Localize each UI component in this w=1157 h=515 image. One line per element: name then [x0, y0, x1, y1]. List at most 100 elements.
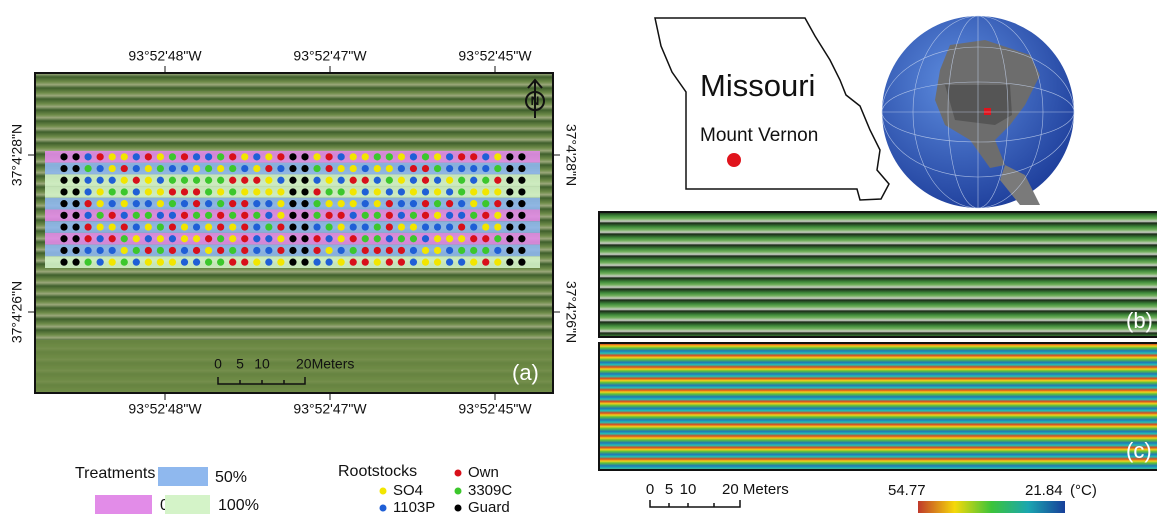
rootstock-dot — [265, 246, 273, 255]
rootstock-dot — [277, 164, 285, 173]
rootstock-dot — [289, 200, 297, 208]
rootstock-dot — [72, 235, 80, 243]
legend-title: Treatments — [75, 465, 155, 482]
rootstock-dot — [409, 188, 418, 196]
rootstock-dot — [409, 164, 418, 173]
rootstock-dot — [156, 223, 164, 231]
treatment-legend: 0%50%100% — [95, 467, 259, 514]
rootstock-dot — [385, 200, 393, 208]
rootstock-dot — [421, 246, 430, 255]
rootstock-dot — [421, 176, 430, 184]
rootstock-dot — [470, 188, 478, 196]
rootstock-dot — [84, 164, 92, 173]
rootstock-dot — [506, 223, 514, 231]
rootstock-dot — [458, 246, 466, 255]
rootstock-dot — [409, 211, 418, 219]
rootstock-dot — [373, 246, 381, 255]
rootstock-dot — [120, 246, 128, 255]
rootstock-dot — [349, 223, 357, 231]
rootstock-dot — [361, 246, 369, 255]
legend-label: 50% — [215, 469, 247, 486]
rootstock-dot — [397, 258, 405, 266]
rootstock-dot — [144, 211, 152, 219]
rootstock-dot — [108, 246, 116, 255]
rootstock-dot — [313, 153, 321, 161]
site-marker — [727, 153, 741, 167]
rootstock-dot — [217, 223, 225, 231]
rootstock-dot — [397, 176, 405, 184]
rootstock-dot — [385, 211, 393, 219]
rootstock-dot — [518, 258, 526, 266]
rootstock-dot — [217, 200, 225, 208]
latitude-label: 37°4'26"N — [9, 281, 25, 343]
rootstock-dot — [120, 188, 128, 196]
rootstock-dot — [144, 188, 152, 196]
rootstock-dot — [72, 176, 80, 184]
rootstock-dot — [108, 211, 116, 219]
rootstock-dot — [217, 176, 225, 184]
rootstock-dot — [156, 164, 164, 173]
rootstock-dot — [349, 153, 357, 161]
rootstock-dot — [156, 176, 164, 184]
scale-label: 5 — [236, 356, 244, 372]
legend-swatch — [158, 467, 208, 486]
rootstock-dot — [277, 188, 285, 196]
rootstock-dot — [96, 258, 104, 266]
longitude-label: 93°52'45"W — [458, 401, 532, 417]
scale-label: 5 — [665, 481, 673, 498]
site-name: Mount Vernon — [700, 125, 818, 146]
rootstock-dot — [373, 211, 381, 219]
rootstock-dot — [433, 153, 442, 161]
rootstock-dot — [168, 235, 177, 243]
north-label: N — [531, 94, 540, 108]
rootstock-dot — [409, 258, 418, 266]
rootstock-dot — [168, 200, 177, 208]
state-highlight — [984, 108, 991, 115]
rootstock-dot — [446, 246, 454, 255]
rootstock-dot — [337, 164, 345, 173]
rootstock-dot — [96, 200, 104, 208]
rootstock-dot — [482, 223, 490, 231]
rootstock-dot — [421, 200, 430, 208]
rootstock-dot — [325, 176, 333, 184]
thermal-image — [598, 342, 1157, 471]
rootstock-dot — [132, 211, 140, 219]
rootstock-dot — [409, 176, 418, 184]
rootstock-dot — [373, 223, 381, 231]
scale-bar — [217, 377, 306, 385]
rootstock-dot — [241, 223, 249, 231]
rootstock-dot — [72, 153, 80, 161]
rootstock-dot — [494, 246, 502, 255]
rootstock-dot — [205, 223, 213, 231]
rootstock-dot — [253, 188, 261, 196]
rootstock-dot — [168, 153, 177, 161]
rootstock-dot — [241, 246, 249, 255]
rootstock-dot — [180, 176, 189, 184]
rootstock-dot — [96, 223, 104, 231]
rootstock-dot — [409, 223, 418, 231]
rootstock-dot — [265, 200, 273, 208]
rootstock-dot — [217, 258, 225, 266]
rootstock-dot — [132, 223, 140, 231]
rootstock-dot — [84, 153, 92, 161]
north-head — [527, 78, 543, 89]
rootstock-dot — [120, 200, 128, 208]
rootstock-dot — [458, 223, 466, 231]
rootstock-dot — [337, 211, 345, 219]
rootstock-dot — [205, 153, 213, 161]
rootstock-dot — [506, 164, 514, 173]
latitude-label: 37°4'28"N — [9, 124, 25, 186]
rootstock-dot — [433, 164, 442, 173]
rootstock-dot — [84, 211, 92, 219]
rootstock-dot — [337, 200, 345, 208]
rootstock-dot — [325, 153, 333, 161]
rootstock-dot — [433, 258, 442, 266]
rootstock-dot — [192, 223, 201, 231]
rootstock-dot — [349, 246, 357, 255]
rootstock-dot — [482, 235, 490, 243]
rootstock-dot — [108, 200, 116, 208]
rootstock-dot — [313, 211, 321, 219]
legend-dot — [454, 487, 462, 495]
state-outline — [654, 17, 890, 201]
scale-bar-c: 0 5 10 20 Meters — [646, 481, 789, 508]
